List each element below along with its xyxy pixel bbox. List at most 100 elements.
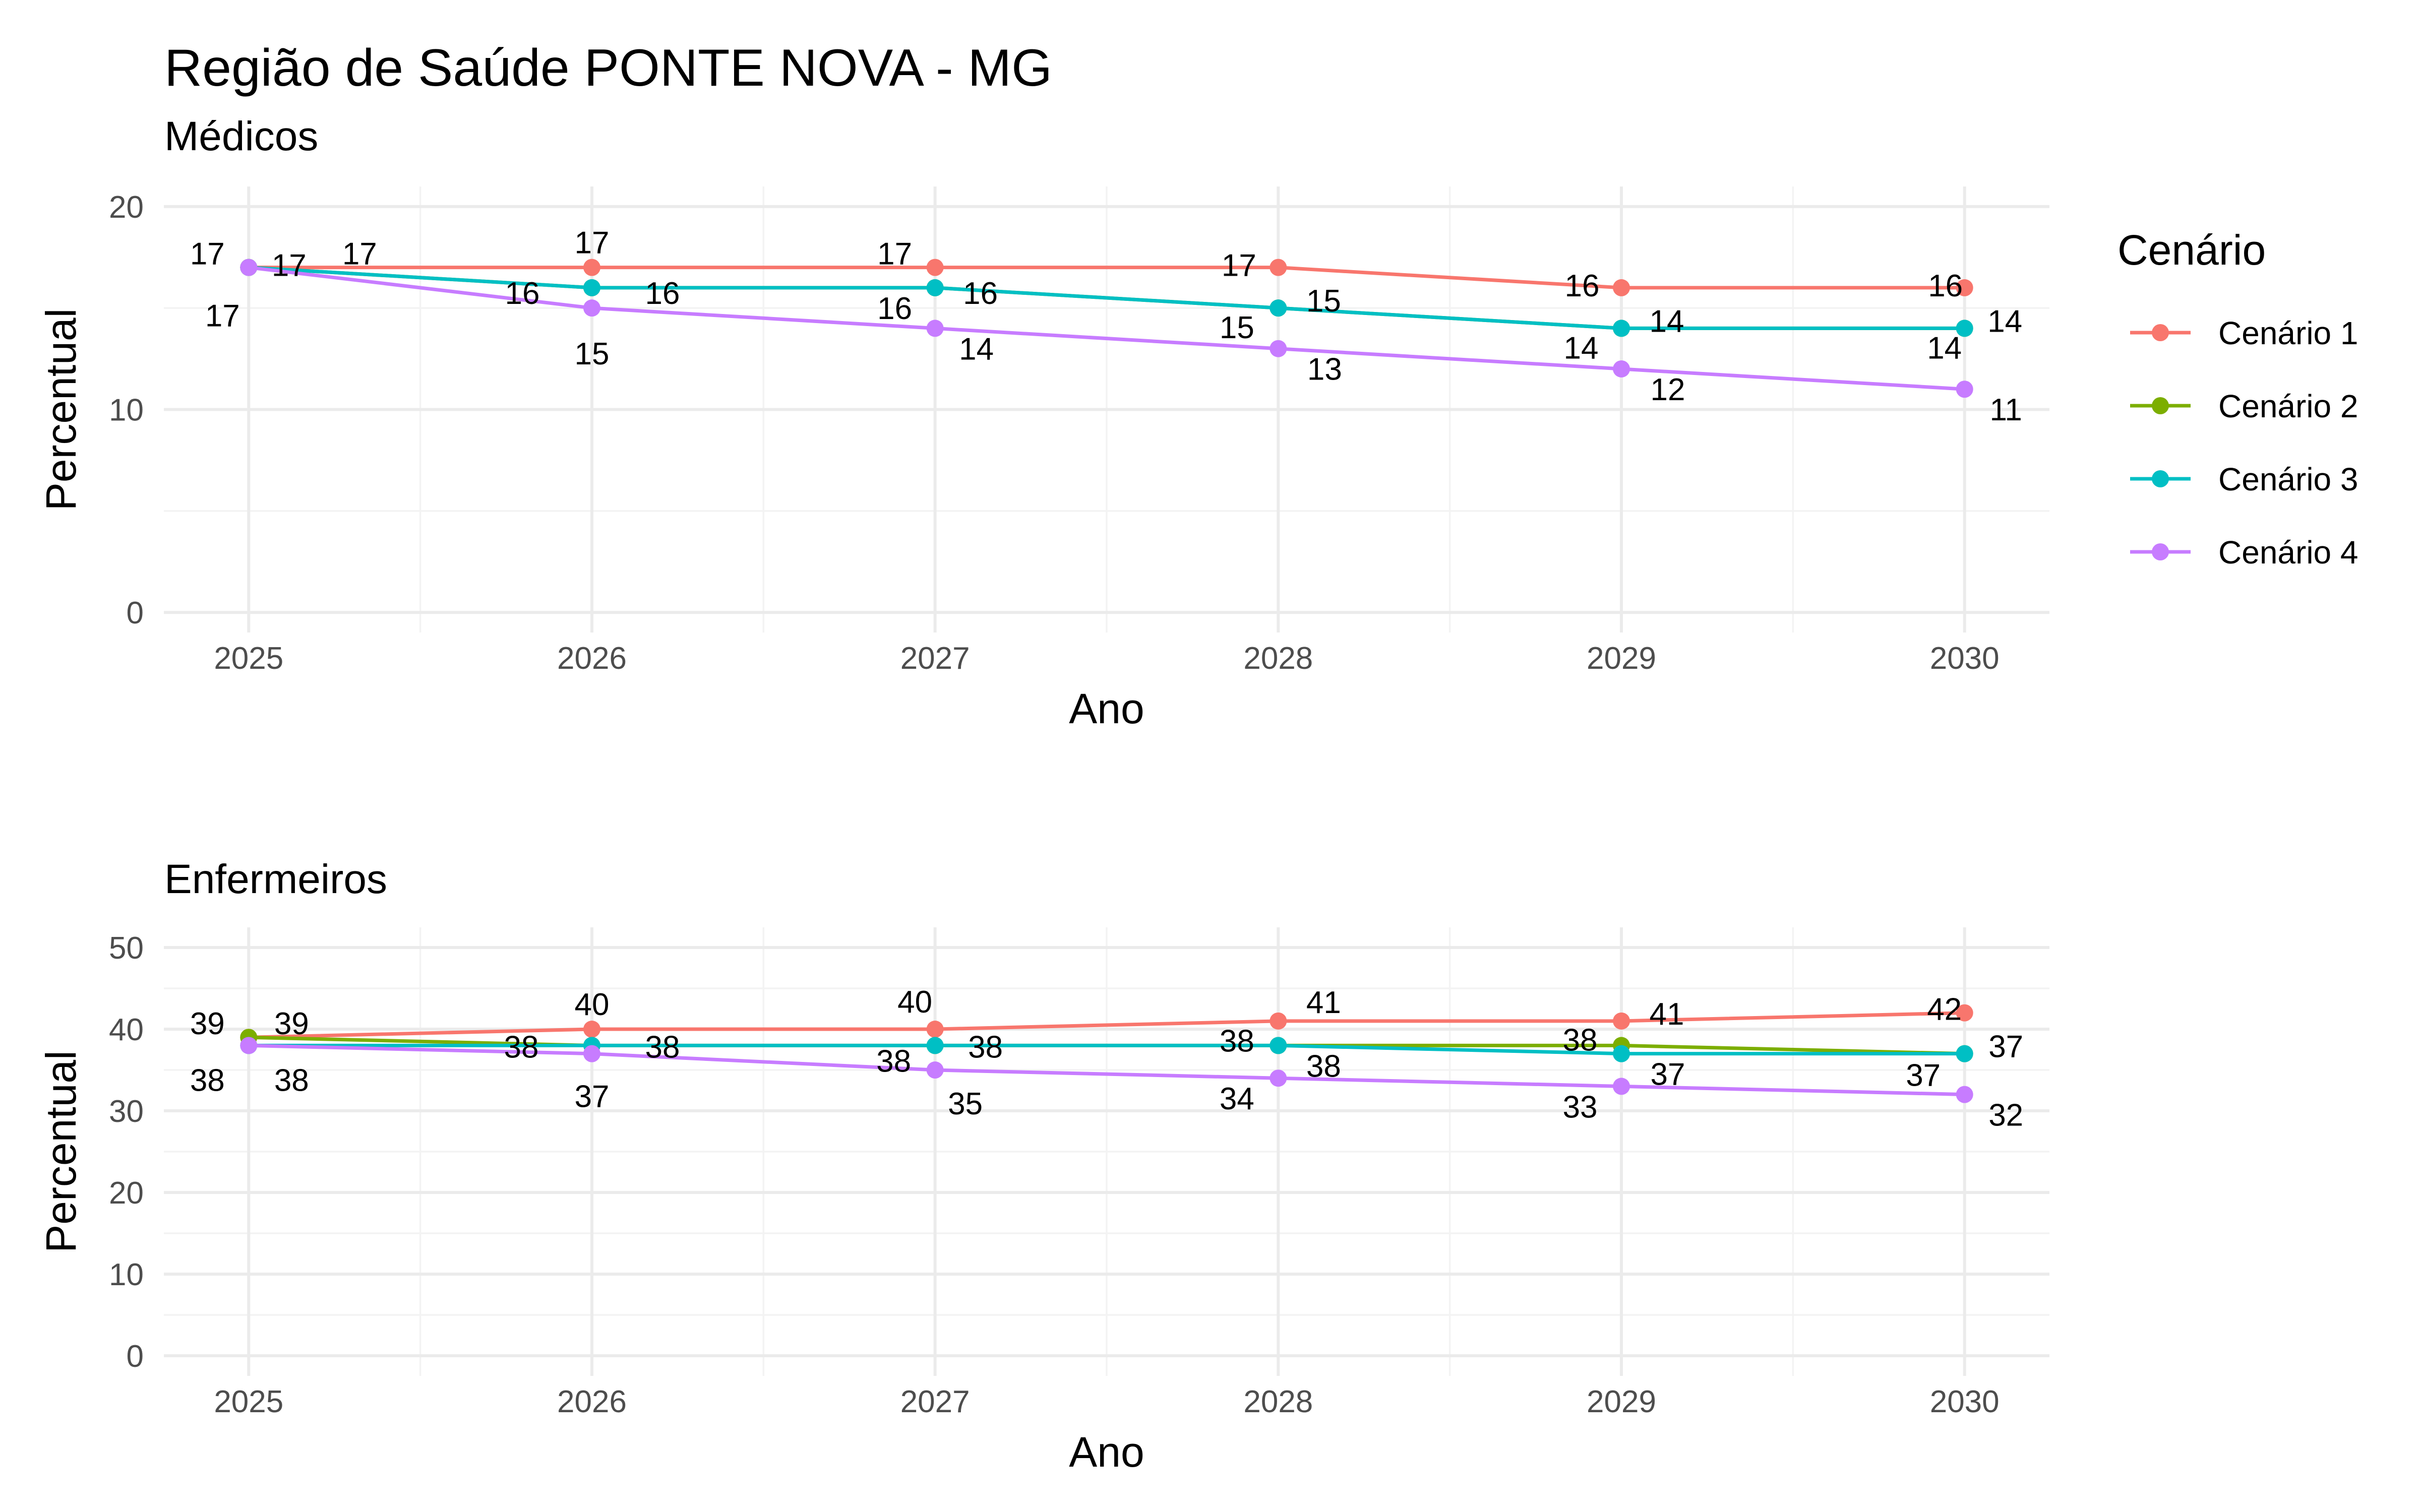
legend-key-point (2152, 470, 2169, 487)
data-point (926, 1061, 944, 1079)
y-tick-label: 10 (109, 393, 144, 428)
data-point (1269, 1037, 1287, 1054)
data-point (1269, 1069, 1287, 1087)
data-labels: 17 17 17 17 16 16 17 16 16 15 14 14 17 16 16 15 14 14 17 15… (190, 226, 2022, 428)
legend-label: Cenário 4 (2218, 534, 2358, 571)
series-line (249, 1043, 1965, 1097)
x-tick-label: 2029 (1587, 641, 1656, 676)
data-point (1956, 1086, 1973, 1103)
data-label: 38 (968, 1030, 1003, 1064)
data-label: 38 (645, 1030, 680, 1064)
data-label: 11 (1990, 393, 2022, 427)
legend-title: Cenário (2118, 226, 2266, 274)
legend-label: Cenário 3 (2218, 461, 2358, 497)
data-point (583, 1021, 600, 1038)
data-point (926, 259, 944, 276)
data-label: 17 (877, 237, 912, 272)
data-label: 41 (1650, 997, 1684, 1032)
legend-key-point (2152, 543, 2169, 560)
data-label: 38 (274, 1063, 309, 1098)
data-label: 38 (876, 1044, 911, 1079)
data-label: 39 (190, 1006, 225, 1041)
series-line (249, 1043, 1965, 1056)
data-point (1269, 1012, 1287, 1030)
series-1 (240, 1004, 1973, 1046)
x-tick-label: 2028 (1243, 641, 1313, 676)
x-tick-label: 2025 (214, 641, 283, 676)
data-point (1269, 259, 1287, 276)
data-point (926, 320, 944, 337)
series-line (249, 266, 1965, 330)
data-label: 34 (1220, 1082, 1254, 1116)
y-tick-label: 10 (109, 1257, 144, 1292)
panel-subtitle-medicos: Médicos (164, 113, 318, 159)
data-label: 16 (1565, 269, 1600, 303)
x-tick-label: 2026 (557, 1384, 627, 1419)
data-point (1956, 320, 1973, 337)
data-label: 35 (948, 1087, 983, 1121)
chart-title: Região de Saúde PONTE NOVA - MG (164, 39, 1052, 97)
data-label: 13 (1307, 352, 1342, 387)
series-4 (240, 259, 1973, 398)
data-label: 16 (645, 276, 680, 311)
data-point (583, 259, 600, 276)
data-label: 37 (574, 1080, 609, 1114)
legend-item: Cenário 3 (2130, 461, 2358, 497)
x-tick-label: 2030 (1930, 641, 2000, 676)
data-label: 33 (1563, 1090, 1598, 1124)
x-tick-label: 2029 (1587, 1384, 1656, 1419)
x-tick-label: 2025 (214, 1384, 283, 1419)
data-label: 37 (1988, 1030, 2023, 1064)
data-label: 14 (1650, 304, 1684, 339)
data-label: 15 (1220, 310, 1254, 345)
series-line (249, 266, 1965, 290)
data-label: 14 (1564, 331, 1599, 365)
x-tick-label: 2027 (900, 641, 970, 676)
data-point (1613, 279, 1630, 296)
data-point (583, 279, 600, 296)
legend-label: Cenário 2 (2218, 388, 2358, 424)
legend-key-point (2152, 324, 2169, 341)
data-label: 15 (1306, 284, 1341, 319)
series-line (248, 266, 1965, 391)
legend-item: Cenário 4 (2130, 534, 2358, 571)
data-label: 12 (1651, 372, 1685, 407)
data-label: 14 (1927, 331, 1962, 365)
data-label: 32 (1988, 1098, 2023, 1133)
data-label: 14 (959, 332, 994, 366)
legend: Cenário Cenário 1 Cenário 2 Cenário 3 Cenár… (2118, 226, 2358, 571)
data-point (1956, 279, 1973, 296)
x-axis-title: Ano (1069, 1428, 1144, 1476)
data-point (1269, 299, 1287, 317)
x-tick-label: 2030 (1930, 1384, 2000, 1419)
data-label: 38 (1306, 1049, 1341, 1084)
data-label: 38 (1220, 1024, 1254, 1058)
x-tick-label: 2028 (1243, 1384, 1313, 1419)
y-tick-label: 0 (127, 596, 144, 631)
legend-key-point (2152, 397, 2169, 414)
data-point (240, 259, 258, 276)
data-label: 16 (877, 291, 912, 326)
x-tick-label: 2026 (557, 641, 627, 676)
data-label: 37 (1651, 1057, 1685, 1092)
data-label: 17 (574, 226, 609, 261)
y-tick-label: 20 (109, 190, 144, 225)
series-3 (240, 259, 1973, 337)
series-4 (240, 1037, 1973, 1103)
data-point (1956, 1004, 1973, 1022)
data-label: 16 (1928, 269, 1963, 303)
grid (164, 927, 2049, 1376)
y-axis-title: Percentual (37, 308, 85, 511)
data-point (1613, 320, 1630, 337)
data-label: 17 (190, 237, 225, 272)
y-tick-label: 0 (127, 1339, 144, 1374)
y-tick-label: 30 (109, 1094, 144, 1129)
data-label: 16 (963, 276, 998, 311)
data-label: 17 (272, 248, 307, 283)
x-axis-title: Ano (1069, 685, 1144, 732)
data-label: 42 (1927, 992, 1962, 1027)
data-point (240, 1037, 258, 1054)
y-tick-label: 20 (109, 1176, 144, 1211)
data-point (1956, 381, 1973, 398)
